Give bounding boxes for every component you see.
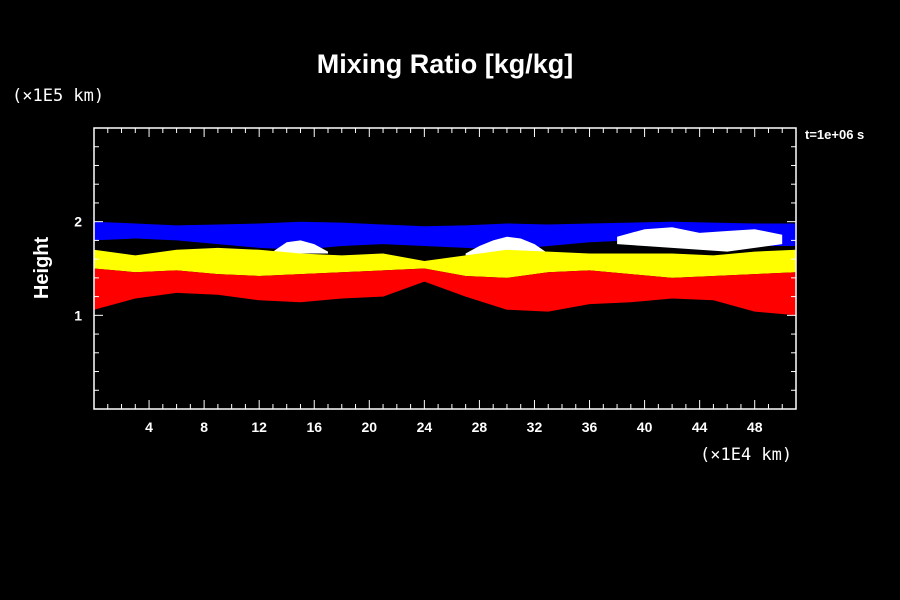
x-tick-label: 36 [582, 419, 598, 435]
x-tick-label: 8 [200, 419, 208, 435]
x-tick-label: 20 [362, 419, 378, 435]
y-unit-label: (×1E5 km) [12, 86, 104, 106]
x-tick-label: 44 [692, 419, 708, 435]
x-tick-label: 24 [417, 419, 433, 435]
x-tick-label: 16 [306, 419, 322, 435]
plot-frame [93, 127, 797, 410]
layer-band-5 [94, 268, 796, 316]
tick-group [94, 128, 796, 409]
y-axis-label: Height [31, 237, 53, 300]
y-tick-label: 2 [74, 214, 82, 230]
x-unit-label: (×1E4 km) [700, 445, 792, 465]
layer-group [94, 221, 796, 316]
x-tick-label: 40 [637, 419, 653, 435]
layer-band-4 [94, 247, 796, 278]
x-tick-label: 12 [251, 419, 267, 435]
layer-band-3 [617, 227, 783, 252]
x-tick-label: 48 [747, 419, 763, 435]
layer-band-0 [94, 221, 796, 250]
chart-title: Mixing Ratio [kg/kg] [317, 49, 574, 79]
x-tick-label: 4 [145, 419, 153, 435]
y-tick-label: 1 [74, 307, 82, 323]
time-label: t=1e+06 s [805, 127, 864, 142]
x-tick-label: 32 [527, 419, 543, 435]
x-tick-label: 28 [472, 419, 488, 435]
layer-band-1 [272, 240, 328, 254]
